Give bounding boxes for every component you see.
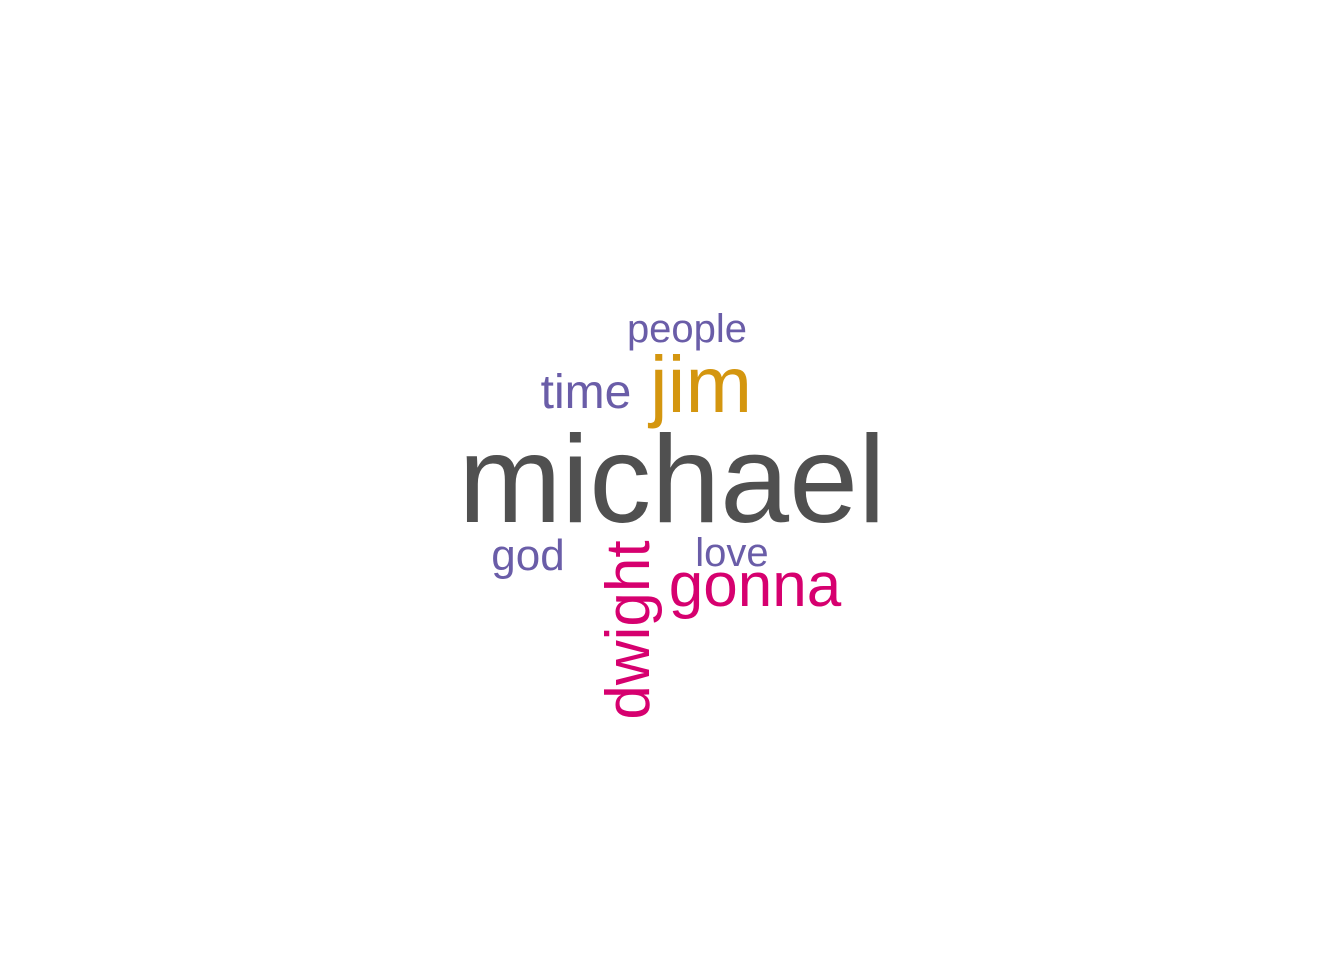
word-love: love xyxy=(695,531,768,575)
word-god: god xyxy=(491,531,564,580)
word-michael: michael xyxy=(458,411,885,549)
word-time: time xyxy=(541,366,632,419)
word-dwight: dwight xyxy=(594,540,663,719)
word-people: people xyxy=(627,307,747,351)
word-jim: jim xyxy=(648,340,752,429)
word-gonna: gonna xyxy=(669,551,842,620)
